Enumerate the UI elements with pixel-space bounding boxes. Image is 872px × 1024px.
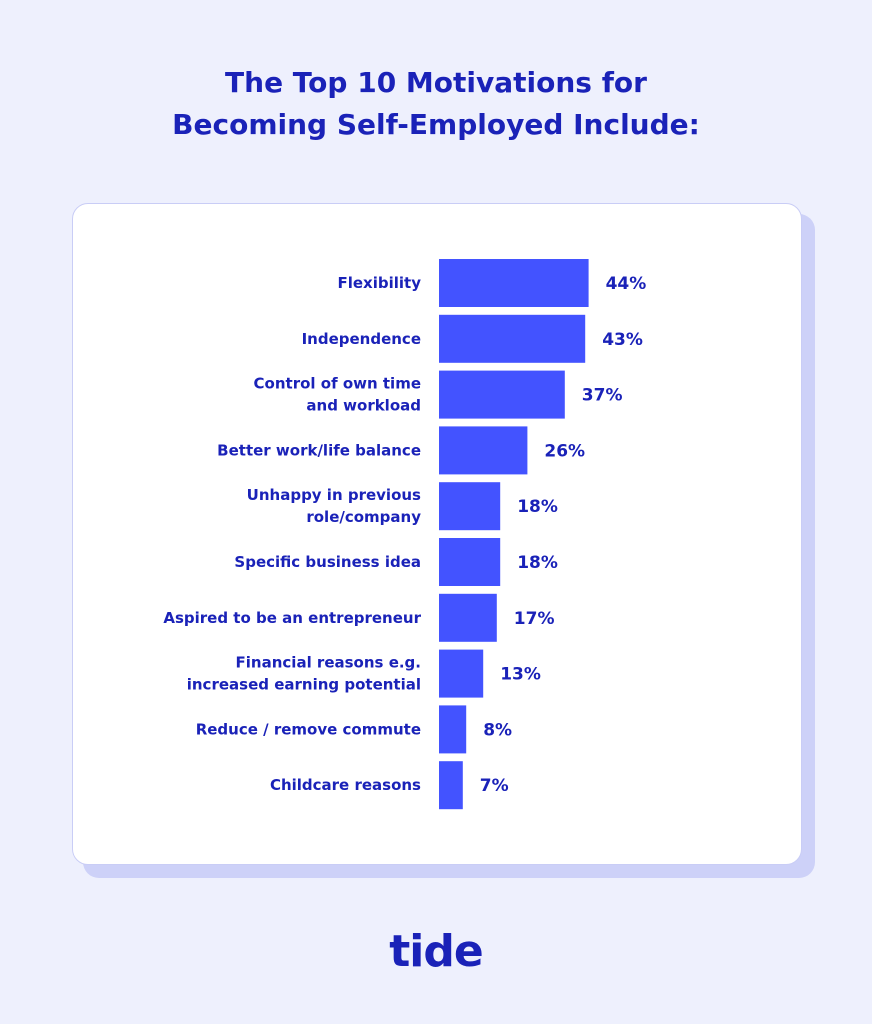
- category-label-1: Flexibility: [338, 274, 422, 292]
- category-label-line: Control of own time: [254, 375, 421, 393]
- value-label-2: 43%: [602, 330, 643, 350]
- category-label-line: Reduce / remove commute: [196, 720, 421, 738]
- category-label-3: Control of own time and workload: [254, 375, 421, 415]
- bar-4: [439, 426, 528, 475]
- bar-3: [439, 370, 565, 419]
- value-label-9: 8%: [483, 720, 512, 740]
- bar-2: [439, 314, 586, 363]
- category-label-line: Unhappy in previous: [247, 486, 421, 504]
- bar-5: [439, 482, 501, 531]
- category-label-2: Independence: [302, 330, 421, 348]
- bar-9: [439, 705, 467, 754]
- category-label-4: Better work/life balance: [217, 441, 421, 459]
- bar-1: [439, 259, 589, 307]
- category-label-line: Flexibility: [338, 274, 422, 292]
- category-label-line: Specific business idea: [234, 553, 421, 571]
- tide-logo: tide: [389, 926, 483, 977]
- bar-6: [439, 538, 501, 586]
- value-label-4: 26%: [544, 441, 585, 461]
- value-label-1: 44%: [606, 274, 647, 294]
- bar-7: [439, 593, 497, 642]
- bar-8: [439, 649, 484, 698]
- category-label-6: Specific business idea: [234, 553, 421, 571]
- category-label-8: Financial reasons e.g. increased earning …: [187, 654, 421, 694]
- category-label-9: Reduce / remove commute: [196, 720, 421, 738]
- category-label-5: Unhappy in previous role/company: [247, 486, 422, 526]
- value-label-6: 18%: [517, 553, 558, 573]
- category-label-line: Childcare reasons: [270, 776, 421, 794]
- chart-title: The Top 10 Motivations for Becoming Self…: [0, 62, 872, 146]
- value-label-3: 37%: [582, 386, 623, 406]
- category-label-line: Independence: [302, 330, 421, 348]
- bar-chart: 44% Flexibility 43% Independence 37% Control …: [163, 259, 647, 810]
- bar-10: [439, 761, 463, 810]
- chart-card: 44% Flexibility 43% Independence 37% Control …: [72, 203, 802, 865]
- category-label-line: Better work/life balance: [217, 441, 421, 459]
- value-label-5: 18%: [517, 497, 558, 517]
- chart-title-line-1: The Top 10 Motivations for: [225, 66, 647, 99]
- value-label-7: 17%: [514, 609, 555, 629]
- category-label-line: Financial reasons e.g.: [236, 654, 421, 672]
- category-label-10: Childcare reasons: [270, 776, 421, 794]
- category-label-line: and workload: [306, 397, 421, 415]
- category-label-7: Aspired to be an entrepreneur: [163, 609, 421, 627]
- value-label-10: 7%: [480, 776, 509, 796]
- value-label-8: 13%: [500, 665, 541, 685]
- chart-title-line-2: Becoming Self-Employed Include:: [172, 108, 700, 141]
- category-label-line: role/company: [306, 508, 421, 526]
- category-label-line: increased earning potential: [187, 676, 421, 694]
- category-label-line: Aspired to be an entrepreneur: [163, 609, 421, 627]
